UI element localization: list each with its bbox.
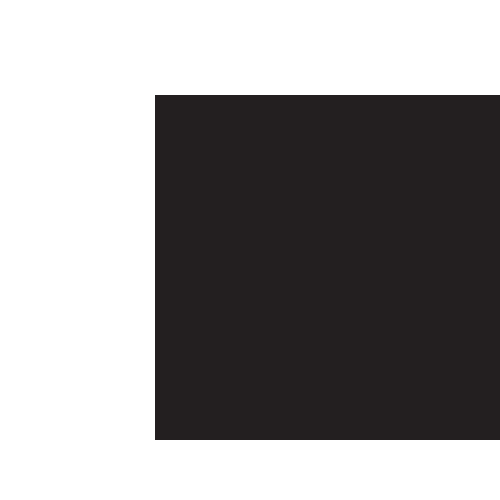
dark-square <box>155 95 500 440</box>
